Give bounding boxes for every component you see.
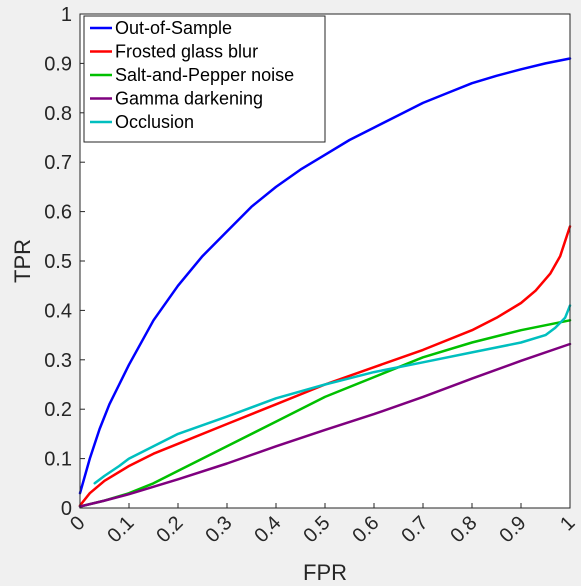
y-tick-label: 0.7 bbox=[44, 152, 72, 174]
y-tick-label: 0.5 bbox=[44, 251, 72, 273]
y-axis-label: TPR bbox=[10, 239, 35, 283]
legend-label-out-of-sample: Out-of-Sample bbox=[115, 18, 232, 38]
series-line-out-of-sample bbox=[78, 57, 572, 495]
y-tick-label: 0.3 bbox=[44, 350, 72, 372]
legend-items: Out-of-Sample Frosted glass blur Salt-and-… bbox=[90, 18, 294, 132]
series-layer bbox=[78, 57, 572, 508]
y-tick-label: 0.2 bbox=[44, 399, 72, 421]
y-tick-label: 0.4 bbox=[44, 300, 72, 322]
legend-label-gamma-darkening: Gamma darkening bbox=[115, 89, 263, 109]
y-tick-label: 0 bbox=[61, 498, 72, 520]
series-line-gamma-darkening bbox=[78, 342, 572, 508]
y-tick-label: 0.8 bbox=[44, 103, 72, 125]
legend-label-salt-and-pepper-noise: Salt-and-Pepper noise bbox=[115, 65, 294, 85]
y-tick-label: 0.1 bbox=[44, 449, 72, 471]
legend-label-occlusion: Occlusion bbox=[115, 112, 194, 132]
legend-box bbox=[83, 15, 326, 143]
x-axis-label: FPR bbox=[303, 560, 347, 585]
legend-label-frosted-glass-blur: Frosted glass blur bbox=[115, 42, 258, 62]
y-tick-label: 0.6 bbox=[44, 202, 72, 224]
y-tick-label: 1 bbox=[61, 4, 72, 26]
series-line-frosted-glass-blur bbox=[78, 225, 572, 507]
legend: Out-of-Sample Frosted glass blur Salt-and-… bbox=[83, 15, 326, 143]
y-tick-label: 0.9 bbox=[44, 53, 72, 75]
series-line-occlusion bbox=[93, 304, 572, 485]
